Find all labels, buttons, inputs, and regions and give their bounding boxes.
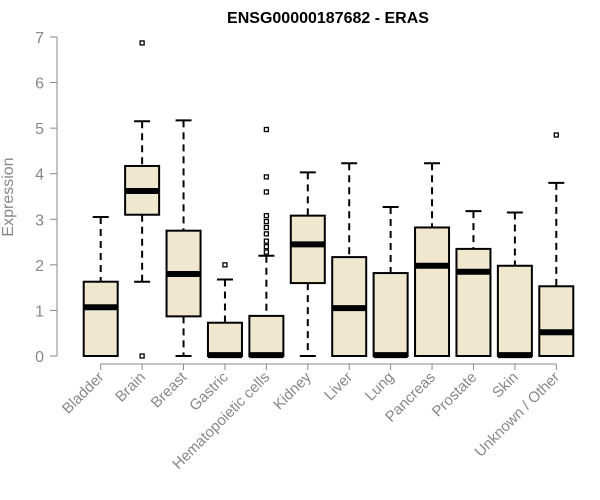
outlier-point bbox=[263, 224, 270, 231]
x-tick-label: Skin bbox=[489, 369, 522, 402]
box-9 bbox=[455, 210, 492, 358]
box-rect bbox=[82, 280, 119, 357]
x-tick-label: Brain bbox=[112, 369, 149, 406]
outlier-point bbox=[222, 262, 228, 268]
x-tick-label: Bladder bbox=[59, 369, 108, 418]
box-5 bbox=[289, 171, 326, 357]
box-6 bbox=[331, 162, 368, 357]
box-10 bbox=[496, 211, 533, 359]
box-rect bbox=[248, 314, 285, 358]
outlier-point bbox=[263, 174, 270, 180]
boxes-group bbox=[82, 40, 575, 359]
x-tick-label: Liver bbox=[321, 369, 356, 404]
box-11 bbox=[538, 132, 575, 358]
chart-title: ENSG00000187682 - ERAS bbox=[227, 10, 429, 27]
y-tick-label: 5 bbox=[35, 121, 44, 138]
box-rect bbox=[538, 285, 575, 358]
box-rect bbox=[496, 264, 533, 358]
box-8 bbox=[414, 162, 451, 357]
box-rect bbox=[372, 272, 409, 357]
outlier-point bbox=[263, 231, 270, 237]
y-tick-label: 2 bbox=[35, 258, 44, 275]
outlier-point bbox=[263, 218, 270, 225]
x-tick-label: Prostate bbox=[429, 369, 481, 421]
y-tick-label: 7 bbox=[35, 30, 44, 47]
box-rect bbox=[455, 247, 492, 358]
outlier-point bbox=[553, 132, 559, 138]
outlier-point bbox=[139, 353, 145, 359]
y-tick-label: 4 bbox=[35, 167, 44, 184]
outlier-point bbox=[263, 249, 270, 255]
box-rect bbox=[289, 214, 326, 285]
box-2 bbox=[165, 119, 202, 357]
outlier-point bbox=[139, 40, 145, 46]
box-rect bbox=[414, 226, 451, 357]
box-4 bbox=[248, 126, 285, 359]
x-tick-label: Breast bbox=[148, 368, 191, 411]
outlier-point bbox=[263, 126, 270, 133]
y-axis: 0 1 2 3 4 5 6 7 bbox=[35, 30, 58, 366]
box-1 bbox=[124, 40, 161, 359]
outlier-point bbox=[263, 243, 270, 250]
box-7 bbox=[372, 205, 409, 359]
y-tick-label: 3 bbox=[35, 212, 44, 229]
x-tick-label: Kidney bbox=[270, 368, 315, 413]
x-tick-label: Lung bbox=[362, 369, 398, 405]
y-tick-label: 6 bbox=[35, 76, 44, 93]
box-3 bbox=[206, 262, 243, 359]
outlier-point bbox=[263, 212, 270, 219]
y-tick-label: 0 bbox=[35, 349, 44, 366]
outlier-point bbox=[263, 189, 270, 195]
outlier-point bbox=[263, 238, 270, 244]
box-rect bbox=[206, 321, 243, 357]
y-tick-label: 1 bbox=[35, 303, 44, 320]
box-0 bbox=[82, 216, 119, 357]
y-axis-label: Expression bbox=[0, 157, 17, 236]
